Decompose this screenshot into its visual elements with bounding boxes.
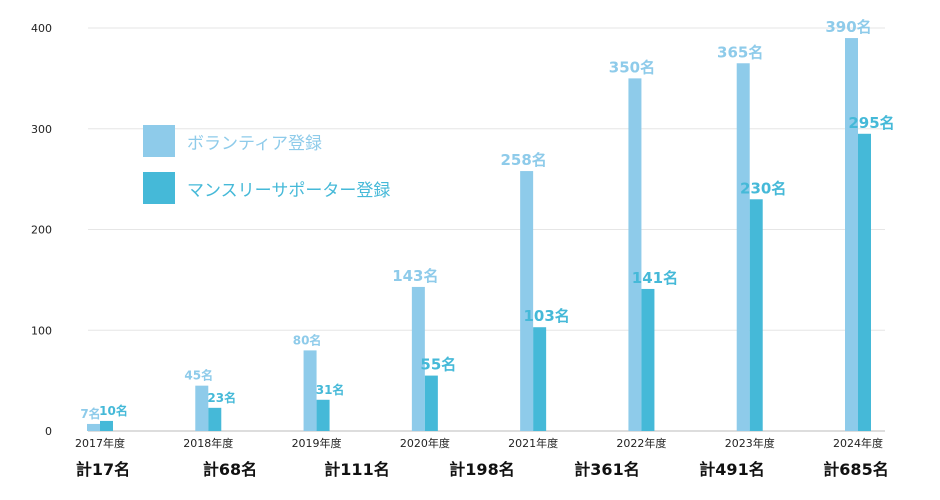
total-label: 計685名	[823, 460, 889, 479]
x-tick-label: 2019年度	[292, 436, 342, 450]
data-label: 143名	[392, 267, 438, 285]
data-label: 80名	[293, 332, 322, 347]
legend-item-monthly-supporter: マンスリーサポーター登録	[143, 172, 390, 204]
x-tick-label: 2024年度	[833, 436, 883, 450]
total-label: 計17名	[75, 460, 131, 479]
total-label: 計68名	[202, 460, 258, 479]
data-label: 390名	[825, 18, 871, 36]
legend-label-volunteer: ボランティア登録	[187, 133, 322, 154]
legend-swatch-volunteer	[143, 125, 175, 157]
legend: ボランティア登録 マンスリーサポーター登録	[143, 125, 390, 219]
bar-monthly-supporter	[424, 375, 438, 431]
data-label: 258名	[500, 151, 546, 169]
y-tick-label: 200	[31, 224, 52, 237]
total-label: 計111名	[324, 460, 390, 479]
bar-monthly-supporter	[208, 407, 222, 431]
data-label: 10名	[99, 403, 128, 418]
bar-volunteer	[87, 423, 100, 431]
legend-label-monthly-supporter: マンスリーサポーター登録	[187, 180, 391, 201]
data-label: 141名	[632, 269, 678, 287]
y-tick-label: 300	[31, 123, 52, 136]
x-tick-label: 2023年度	[725, 436, 775, 450]
x-tick-label: 2020年度	[400, 436, 450, 450]
x-tick-label: 2017年度	[75, 436, 125, 450]
legend-item-volunteer: ボランティア登録	[143, 125, 390, 157]
bar-volunteer	[736, 63, 750, 431]
bar-monthly-supporter	[533, 327, 547, 431]
data-label: 350名	[609, 58, 655, 76]
total-label: 計491名	[699, 460, 765, 479]
data-label: 55名	[420, 356, 456, 374]
bar-monthly-supporter	[858, 133, 871, 431]
x-tick-label: 2021年度	[508, 436, 558, 450]
data-label: 23名	[207, 390, 236, 405]
y-tick-label: 0	[45, 425, 52, 438]
data-label: 45名	[184, 368, 213, 383]
legend-swatch-monthly-supporter	[143, 172, 175, 204]
x-tick-label: 2018年度	[183, 436, 233, 450]
bar-volunteer	[411, 286, 425, 431]
data-label: 365名	[717, 43, 763, 61]
bar-volunteer	[520, 171, 534, 431]
data-label: 103名	[523, 307, 569, 325]
bar-monthly-supporter	[316, 399, 330, 431]
data-label: 295名	[848, 114, 894, 132]
bar-monthly-supporter	[641, 288, 655, 431]
total-label: 計198名	[449, 460, 515, 479]
total-label: 計361名	[574, 460, 640, 479]
data-label: 31名	[316, 382, 345, 397]
totals-row: 計17名 計68名 計111名 計198名 計361名 計491名 計685名	[0, 456, 940, 480]
data-label: 7名	[80, 406, 100, 421]
y-tick-label: 400	[31, 22, 52, 35]
x-tick-label: 2022年度	[616, 436, 666, 450]
bar-volunteer	[845, 38, 858, 431]
y-tick-label: 100	[31, 324, 52, 337]
data-label: 230名	[740, 179, 786, 197]
bar-monthly-supporter	[749, 199, 763, 431]
bar-monthly-supporter	[100, 420, 113, 431]
bar-volunteer	[195, 385, 209, 431]
bar-volunteer	[303, 350, 317, 431]
bar-volunteer	[628, 78, 642, 431]
